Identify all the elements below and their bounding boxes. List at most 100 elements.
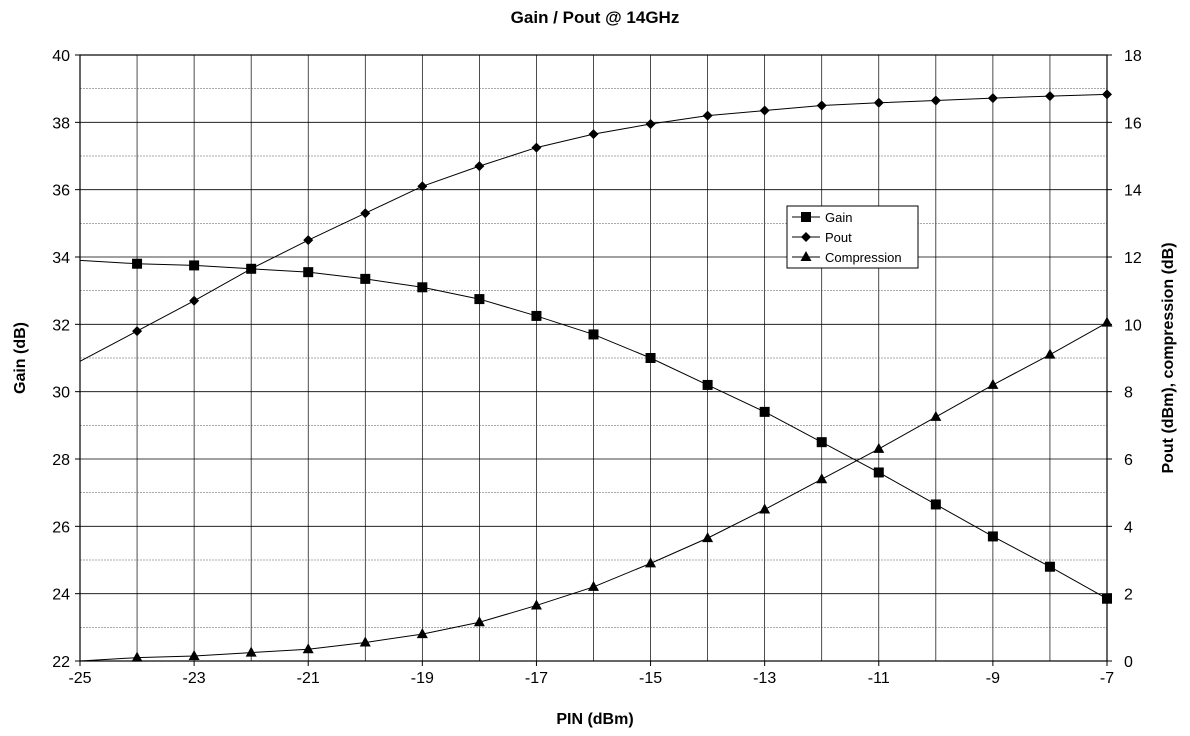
x-tick-label: -9 (986, 670, 1000, 687)
x-tick-label: -23 (183, 670, 206, 687)
series-compression-point (245, 646, 257, 657)
series-gain-point (702, 379, 713, 390)
series-pout-point (246, 263, 257, 274)
series-gain-point (930, 499, 941, 510)
plot-area-frame (79, 54, 1108, 662)
series-gain-point (1044, 561, 1055, 572)
x-axis-label: PIN (dBm) (556, 711, 633, 728)
series-compression-point (702, 532, 714, 543)
y-left-tick-label: 32 (52, 317, 70, 334)
series-gain-point (531, 310, 542, 321)
axes: -25 -23 -21 -19 -17 -15 -13 -11 -9 -7222426283032… (52, 48, 1142, 687)
chart-title: Gain / Pout @ 14GHz (511, 8, 680, 27)
y-left-tick-label: 26 (52, 519, 70, 536)
series-gain-point (189, 260, 200, 271)
series-pout-point (132, 326, 143, 337)
y-left-tick-label: 34 (52, 250, 70, 267)
series-pout-point (474, 161, 485, 172)
series-pout-point (987, 93, 998, 104)
series-gain (79, 258, 1112, 604)
series-pout-point (189, 295, 200, 306)
y-left-tick-label: 40 (52, 48, 70, 65)
series-compression-point (131, 651, 143, 662)
series-pout-point (930, 95, 941, 106)
series-pout-point (1044, 91, 1055, 102)
series-compression-point (759, 503, 771, 514)
series-compression-point (188, 649, 200, 660)
series-pout-point (873, 97, 884, 108)
x-tick-label: -11 (868, 670, 890, 687)
y-axis-left-label: Gain (dB) (12, 322, 29, 394)
series-pout-point (417, 181, 428, 192)
y-left-tick-label: 24 (52, 587, 70, 604)
series-pout-point (588, 129, 599, 140)
y-right-tick-label: 0 (1124, 654, 1133, 671)
series-compression-point (588, 580, 599, 591)
series-gain-point (417, 282, 428, 293)
series-pout-point (645, 119, 656, 130)
legend-pout-label: Pout (825, 230, 852, 245)
series-compression (79, 316, 1113, 662)
series-pout (79, 89, 1112, 362)
legend-compression-marker (800, 251, 812, 261)
series-gain-point (873, 467, 884, 478)
legend: Gain Pout Compression (786, 205, 919, 269)
series-compression-point (987, 378, 999, 389)
x-tick-label: -7 (1100, 670, 1114, 687)
series-compression-point (930, 410, 942, 421)
grid (80, 55, 1107, 661)
series-compression-point (530, 599, 542, 610)
series-pout-point (531, 142, 542, 153)
y-right-tick-label: 18 (1124, 48, 1142, 65)
legend-compression-label: Compression (825, 250, 902, 265)
series-pout-point (303, 235, 314, 246)
y-right-tick-label: 14 (1124, 183, 1142, 200)
y-right-tick-label: 10 (1124, 317, 1142, 334)
series-gain-point (759, 406, 770, 417)
series-gain-point (303, 267, 314, 278)
series-gain-point (132, 258, 143, 269)
series-gain-point (987, 531, 998, 542)
series-gain-point (588, 329, 599, 340)
series-compression-point (816, 473, 828, 484)
legend-gain-label: Gain (825, 210, 852, 225)
series-compression-point (873, 442, 885, 453)
x-tick-label: -19 (411, 670, 434, 687)
series-compression-point (302, 643, 314, 654)
y-right-tick-label: 8 (1124, 385, 1133, 402)
y-left-tick-label: 36 (52, 183, 70, 200)
y-left-tick-label: 30 (52, 385, 70, 402)
series-layer (79, 89, 1113, 662)
series-pout-point (360, 208, 371, 219)
series-gain-point (474, 294, 485, 305)
y-right-tick-label: 2 (1124, 587, 1133, 604)
x-tick-label: -17 (525, 670, 548, 687)
y-right-tick-label: 6 (1124, 452, 1133, 469)
series-gain-point (645, 353, 656, 363)
series-compression-point (645, 557, 657, 568)
series-gain-point (816, 437, 827, 448)
legend-gain-marker (801, 212, 811, 222)
series-pout-point (816, 100, 827, 111)
y-left-tick-label: 38 (52, 115, 70, 132)
series-compression-point (1044, 348, 1056, 359)
series-pout-point (702, 110, 713, 121)
x-tick-label: -15 (639, 670, 662, 687)
series-pout-point (759, 105, 770, 116)
y-axis-right-label: Pout (dBm), compression (dB) (1160, 242, 1177, 473)
x-tick-label: -25 (68, 670, 91, 687)
series-compression-point (359, 636, 371, 647)
y-right-tick-label: 4 (1124, 519, 1133, 536)
x-tick-label: -13 (753, 670, 776, 687)
y-left-tick-label: 22 (52, 654, 70, 671)
series-gain-point (360, 273, 371, 284)
series-compression-point (416, 628, 428, 639)
legend-pout-marker (801, 232, 811, 242)
y-left-tick-label: 28 (52, 452, 70, 469)
series-compression-point (473, 616, 485, 627)
y-right-tick-label: 12 (1124, 250, 1142, 267)
x-tick-label: -21 (297, 670, 320, 687)
y-right-tick-label: 16 (1124, 115, 1142, 132)
